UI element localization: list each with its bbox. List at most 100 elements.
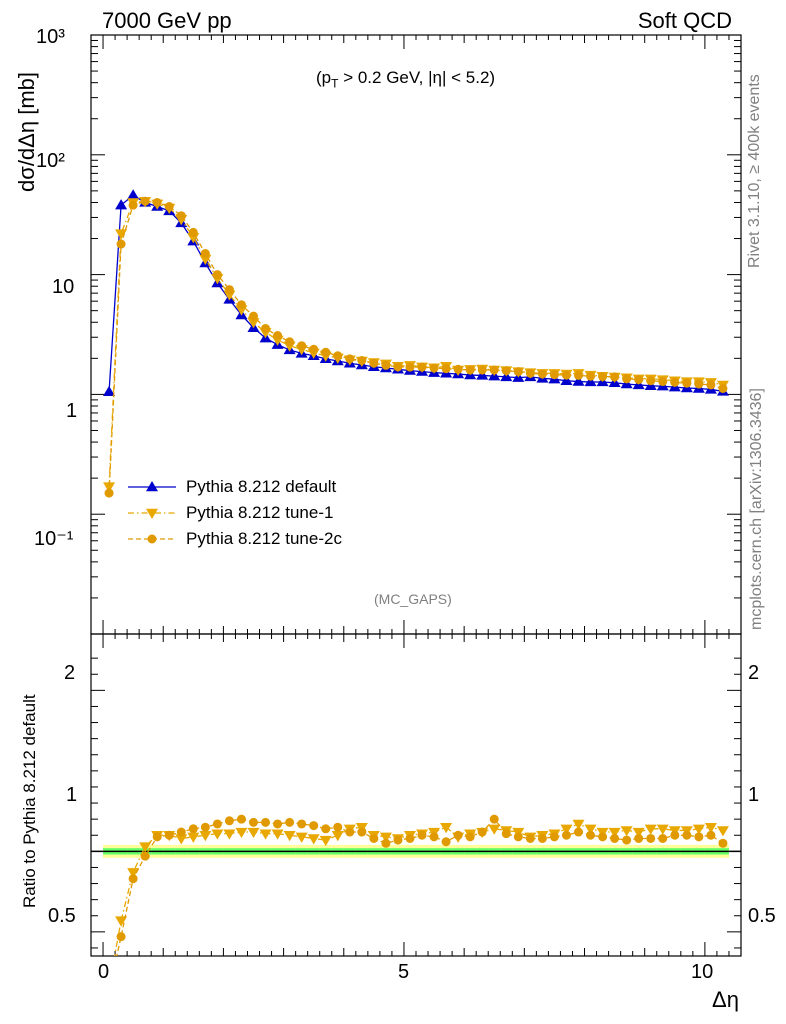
legend-marker [147,534,157,544]
ratio-data-point [622,835,632,845]
ratio-data-point [188,824,198,834]
ratio-data-point [646,833,656,843]
ratio-data-point [212,819,222,829]
ratio-series-circle [105,814,728,994]
ratio-ytick-0.5-right: 0.5 [748,905,776,927]
main-data-point [453,364,463,374]
ratio-data-point [405,833,415,843]
main-data-point [381,360,391,370]
ratio-data-point [116,932,126,942]
ratio-data-point [236,814,246,824]
ratio-xlabel: Δη [712,987,739,1012]
legend-label-tune-1: Pythia 8.212 tune-1 [186,503,334,522]
main-series-line [108,200,724,487]
ratio-series-line [113,823,724,956]
ratio-data-point [105,985,114,994]
ratio-data-point [417,830,427,840]
ytick-100: 10² [36,150,65,172]
main-data-point [718,384,728,394]
ratio-data-point [285,817,295,827]
main-data-point [128,200,138,210]
xtick-5: 5 [398,961,410,983]
ratio-data-point [224,816,234,826]
main-data-point [537,369,547,379]
ratio-data-point [128,874,138,884]
ratio-data-point [223,829,236,840]
ratio-data-point [561,830,571,840]
ratio-data-point [345,827,355,837]
main-data-point [586,371,596,381]
main-data-point [622,374,632,384]
mcplots-label: mcplots.cern.ch [arXiv:1306.3436] [748,388,765,630]
ratio-data-point [608,827,621,839]
ratio-data-point [501,829,511,839]
analysis-label: (MC_GAPS) [374,591,452,607]
ytick-0.1: 10⁻¹ [34,528,74,550]
main-data-point [572,375,585,386]
main-data-point [224,285,234,295]
main-data-point [634,375,644,385]
ratio-ytick-0.5: 0.5 [48,905,76,927]
main-series-circle [104,196,728,498]
main-data-point [682,378,692,388]
main-data-point [694,379,704,389]
main-data-point [116,239,126,249]
ratio-data-point [620,826,633,837]
main-series-line [108,200,724,494]
ratio-data-point [176,827,186,837]
ratio-data-point [393,835,403,845]
main-data-point [417,362,427,372]
ratio-data-point [465,832,475,842]
legend-marker [146,508,158,519]
main-data-point [285,337,295,347]
ratio-data-point [369,833,379,843]
main-data-point [236,300,246,310]
ratio-data-point [610,833,620,843]
ratio-data-point [453,830,463,840]
ratio-data-point [200,822,210,832]
ratio-data-point [235,827,248,839]
main-data-point [152,197,162,207]
ratio-ytick-1-right: 1 [748,784,760,806]
ytick-10: 10 [52,276,75,298]
rivet-label: Rivet 3.1.10, ≥ 400k events [746,74,763,268]
ratio-data-point [307,834,320,845]
main-data-point [115,229,128,240]
ratio-data-point [273,819,283,829]
ratio-data-point [706,830,716,840]
ratio-data-point [598,832,608,842]
ratio-ytick-1: 1 [66,784,78,806]
ratio-data-point [584,824,597,835]
ratio-data-point [271,829,284,840]
ratio-data-point [560,824,573,835]
main-data-point [561,370,571,380]
main-data-point [549,370,559,380]
main-data-point [670,377,680,387]
cut-annotation: (pT > 0.2 GeV, |η| < 5.2) [316,68,495,90]
ratio-data-point [704,823,717,834]
ratio-data-point [513,832,523,842]
ratio-data-point [658,833,668,843]
xtick-0: 0 [98,961,110,983]
legend-label-tune-2c: Pythia 8.212 tune-2c [186,529,342,548]
legend-marker [146,481,158,492]
main-data-point [200,249,210,259]
ratio-data-point [716,826,729,837]
main-data-point [393,362,403,372]
ratio-data-point [634,833,644,843]
ratio-data-point [586,830,596,840]
main-data-point [441,364,451,374]
ratio-data-point [718,838,728,848]
ratio-data-point [381,838,391,848]
ratio-data-point [261,817,271,827]
main-data-point [273,331,283,341]
legend-marker-group [146,481,158,492]
ratio-data-point [152,832,162,842]
header-left: 7000 GeV pp [102,8,232,33]
ratio-data-point [682,830,692,840]
ratio-data-point [694,832,704,842]
header-right: Soft QCD [637,8,732,33]
ratio-data-point [321,824,331,834]
ratio-data-point [489,814,499,824]
